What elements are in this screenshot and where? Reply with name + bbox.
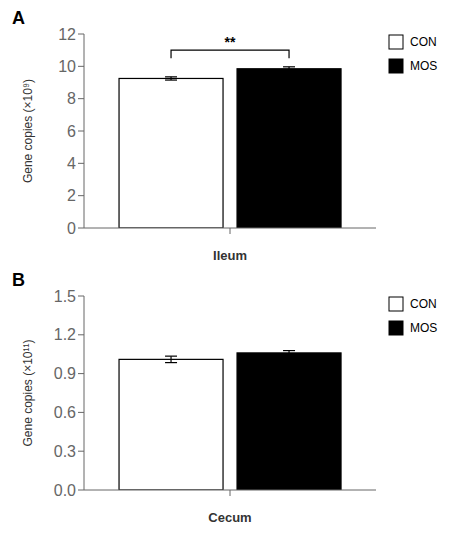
svg-text:1.2: 1.2 [54,326,76,343]
svg-text:12: 12 [58,26,76,43]
svg-text:0.9: 0.9 [54,365,76,382]
html-text:MOS: MOS [410,321,438,335]
svg-text:Gene copies (×10⁹): Gene copies (×10⁹) [21,79,35,183]
svg-text:0.0: 0.0 [54,482,76,499]
svg-text:6: 6 [67,123,76,140]
svg-text:1.5: 1.5 [54,288,76,305]
svg-text:10: 10 [58,58,76,75]
svg-text:0.3: 0.3 [54,443,76,460]
svg-text:8: 8 [67,90,76,107]
html-text:MOS: MOS [410,59,438,73]
svg-text:**: ** [225,34,236,50]
html-text:B: B [12,270,25,290]
svg-text:Cecum: Cecum [208,510,251,525]
svg-text:4: 4 [67,155,76,172]
html-text:CON: CON [410,35,437,49]
svg-text:Gene copies (×10¹¹): Gene copies (×10¹¹) [21,339,35,446]
svg-text:0: 0 [67,220,76,237]
svg-text:0.6: 0.6 [54,404,76,421]
svg-text:Ileum: Ileum [213,248,247,263]
html-text:A: A [12,8,25,28]
html-text:CON: CON [410,297,437,311]
svg-text:2: 2 [67,187,76,204]
